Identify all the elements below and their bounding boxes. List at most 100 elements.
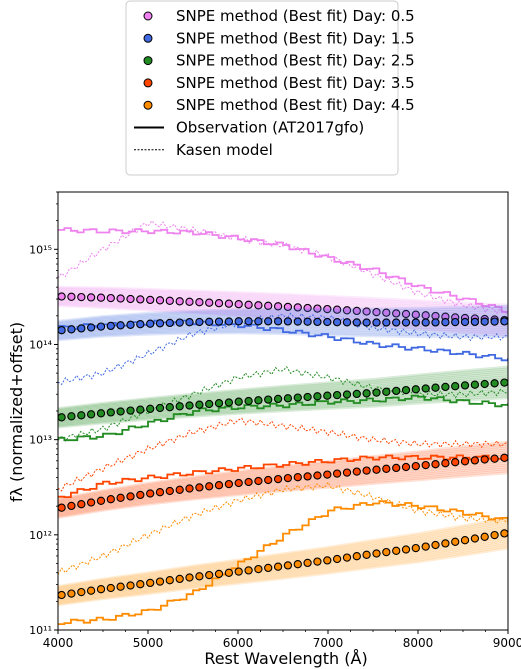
posterior-sample-line (58, 546, 508, 607)
best-fit-point (155, 296, 165, 305)
best-fit-point (155, 488, 165, 497)
best-fit-point (392, 318, 401, 327)
posterior-sample-band (58, 304, 508, 342)
best-fit-point (254, 301, 263, 310)
posterior-sample-line (58, 463, 508, 515)
posterior-sample-band (58, 516, 508, 607)
best-fit-markers (58, 453, 508, 512)
y-tick-label: 10¹³ (29, 434, 52, 447)
best-fit-point (500, 529, 508, 538)
best-fit-point (392, 386, 401, 396)
posterior-sample-line (58, 304, 508, 323)
best-fit-point (58, 292, 66, 301)
best-fit-point (362, 389, 371, 398)
best-fit-point (431, 460, 440, 469)
best-fit-point (372, 465, 381, 474)
best-fit-point (303, 472, 312, 481)
best-fit-point (224, 398, 234, 407)
best-fit-point (58, 326, 66, 335)
posterior-sample-line (58, 304, 508, 337)
posterior-sample-line (58, 537, 508, 601)
best-fit-point (342, 468, 352, 477)
best-fit-point (106, 408, 115, 417)
best-fit-point (372, 549, 381, 558)
best-fit-point (146, 489, 155, 498)
best-fit-point (431, 540, 440, 550)
posterior-sample-line (58, 540, 508, 603)
best-fit-point (303, 558, 312, 568)
best-fit-point (490, 454, 499, 463)
best-fit-point (362, 550, 371, 559)
best-fit-point (96, 496, 106, 505)
best-fit-point (165, 318, 174, 328)
best-fit-point (254, 317, 263, 326)
best-fit-point (283, 394, 293, 403)
best-fit-point (352, 306, 361, 316)
posterior-sample-line (58, 521, 508, 592)
best-fit-point (401, 462, 411, 472)
best-fit-point (214, 399, 224, 408)
y-tick-label: 10¹¹ (29, 624, 52, 637)
best-fit-point (332, 469, 342, 478)
best-fit-point (58, 590, 66, 600)
best-fit-point (77, 500, 86, 509)
best-fit-point (244, 317, 253, 326)
best-fit-point (195, 483, 204, 492)
best-fit-point (136, 295, 145, 304)
best-fit-point (293, 303, 302, 312)
best-fit-point (323, 304, 332, 314)
legend-marker (143, 78, 153, 88)
posterior-sample-line (58, 302, 508, 335)
best-fit-point (323, 317, 332, 327)
best-fit-point (136, 405, 145, 414)
best-fit-point (264, 475, 273, 485)
best-fit-point (490, 317, 499, 326)
best-fit-point (205, 317, 214, 326)
best-fit-point (401, 318, 411, 327)
best-fit-markers (58, 529, 508, 600)
best-fit-point (67, 325, 76, 334)
best-fit-point (421, 542, 430, 551)
best-fit-point (244, 566, 253, 575)
posterior-sample-line (58, 544, 508, 606)
best-fit-point (490, 530, 499, 540)
best-fit-point (441, 539, 450, 548)
best-fit-point (244, 396, 253, 406)
best-fit-point (234, 300, 243, 309)
best-fit-point (313, 471, 322, 480)
best-fit-point (362, 466, 371, 475)
best-fit-point (342, 553, 352, 562)
best-fit-point (342, 306, 352, 315)
best-fit-point (500, 378, 508, 387)
best-fit-point (323, 556, 332, 565)
best-fit-point (175, 297, 184, 306)
best-fit-point (146, 404, 155, 413)
best-fit-point (352, 467, 361, 476)
posterior-sample-line (58, 373, 508, 415)
y-tick-label: 10¹⁴ (29, 338, 52, 351)
observation-line (58, 454, 508, 498)
best-fit-point (126, 320, 135, 329)
best-fit-point (224, 568, 234, 577)
best-fit-point (205, 482, 214, 491)
legend-item: SNPE method (Best fit) Day: 4.5 (143, 96, 415, 114)
best-fit-point (175, 574, 184, 584)
observation-line (58, 500, 508, 625)
best-fit-point (313, 392, 322, 401)
best-fit-point (313, 317, 322, 327)
posterior-sample-line (58, 314, 508, 329)
best-fit-point (313, 304, 322, 313)
best-fit-point (283, 561, 293, 570)
legend-item: Observation (AT2017gfo) (134, 119, 364, 137)
best-fit-point (205, 399, 214, 409)
legend-label: SNPE method (Best fit) Day: 2.5 (176, 52, 415, 70)
series-day-2-5 (58, 365, 508, 442)
best-fit-point (451, 537, 460, 546)
posterior-sample-line (58, 444, 508, 503)
best-fit-point (264, 317, 273, 326)
y-tick-label: 10¹⁵ (29, 243, 52, 256)
best-fit-point (234, 397, 243, 406)
best-fit-point (421, 318, 430, 327)
best-fit-point (224, 299, 234, 308)
